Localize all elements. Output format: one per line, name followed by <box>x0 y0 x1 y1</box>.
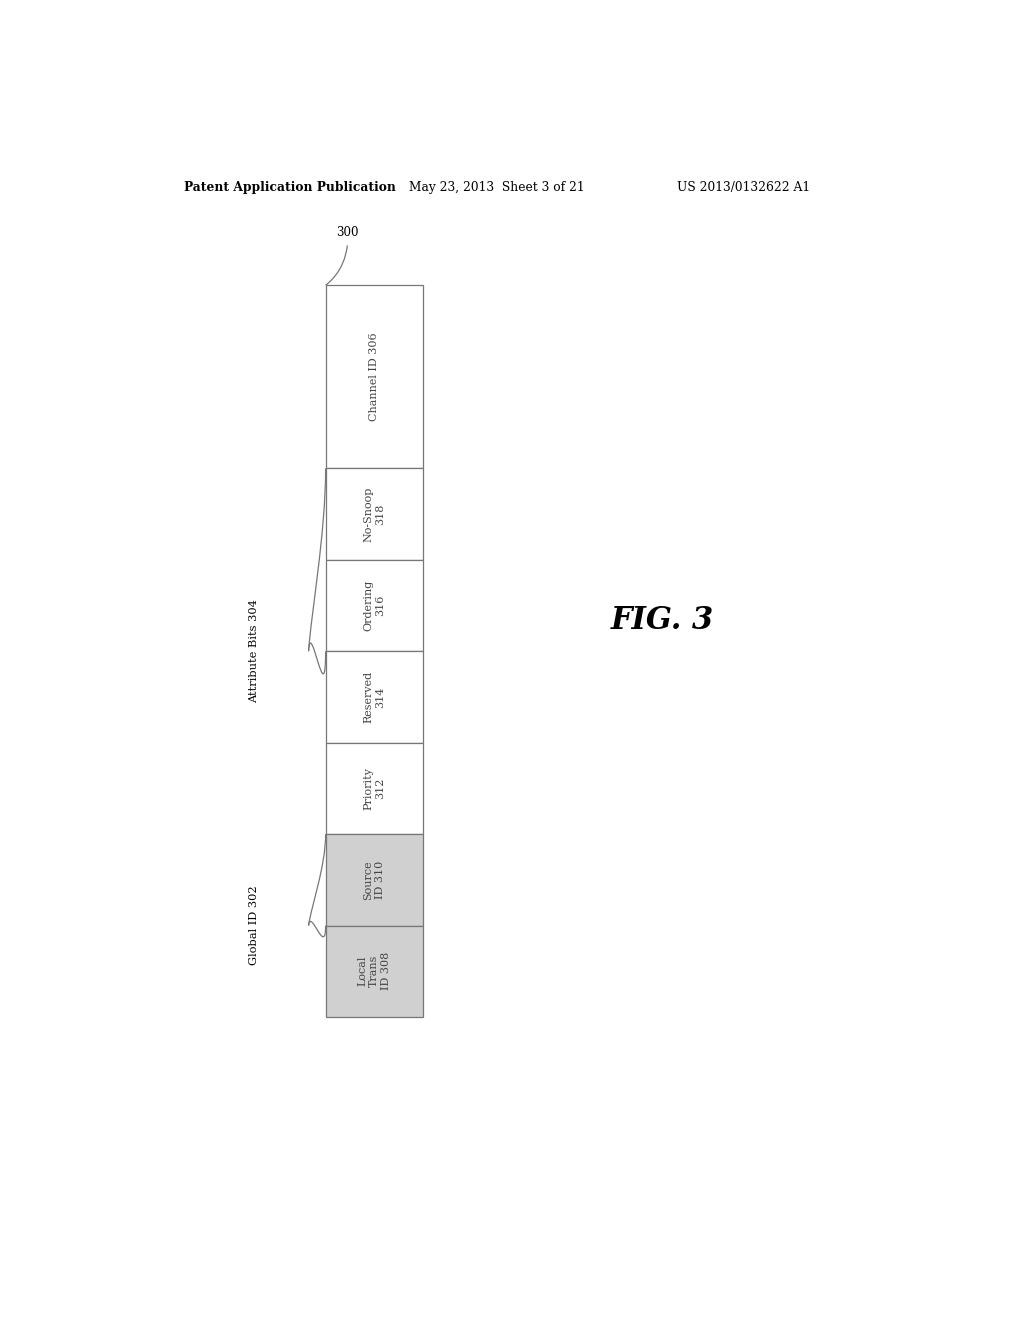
Text: FIG. 3: FIG. 3 <box>611 605 715 636</box>
Bar <box>326 925 423 1016</box>
Text: Patent Application Publication: Patent Application Publication <box>183 181 395 194</box>
Text: Source
ID 310: Source ID 310 <box>364 861 385 900</box>
Bar <box>326 469 423 560</box>
Bar <box>326 834 423 925</box>
Bar <box>326 651 423 743</box>
Text: May 23, 2013  Sheet 3 of 21: May 23, 2013 Sheet 3 of 21 <box>409 181 584 194</box>
Bar <box>326 560 423 651</box>
Text: Channel ID 306: Channel ID 306 <box>369 333 379 421</box>
Text: Attribute Bits 304: Attribute Bits 304 <box>249 599 259 704</box>
Text: Ordering
316: Ordering 316 <box>364 579 385 631</box>
Text: Priority
312: Priority 312 <box>364 767 385 809</box>
Bar <box>326 743 423 834</box>
Text: Reserved
314: Reserved 314 <box>364 671 385 723</box>
Text: Local
Trans
ID 308: Local Trans ID 308 <box>357 952 391 990</box>
Text: No-Snoop
318: No-Snoop 318 <box>364 486 385 541</box>
Bar <box>326 285 423 469</box>
Text: 300: 300 <box>336 226 358 239</box>
Text: Global ID 302: Global ID 302 <box>249 886 259 965</box>
Text: US 2013/0132622 A1: US 2013/0132622 A1 <box>677 181 810 194</box>
